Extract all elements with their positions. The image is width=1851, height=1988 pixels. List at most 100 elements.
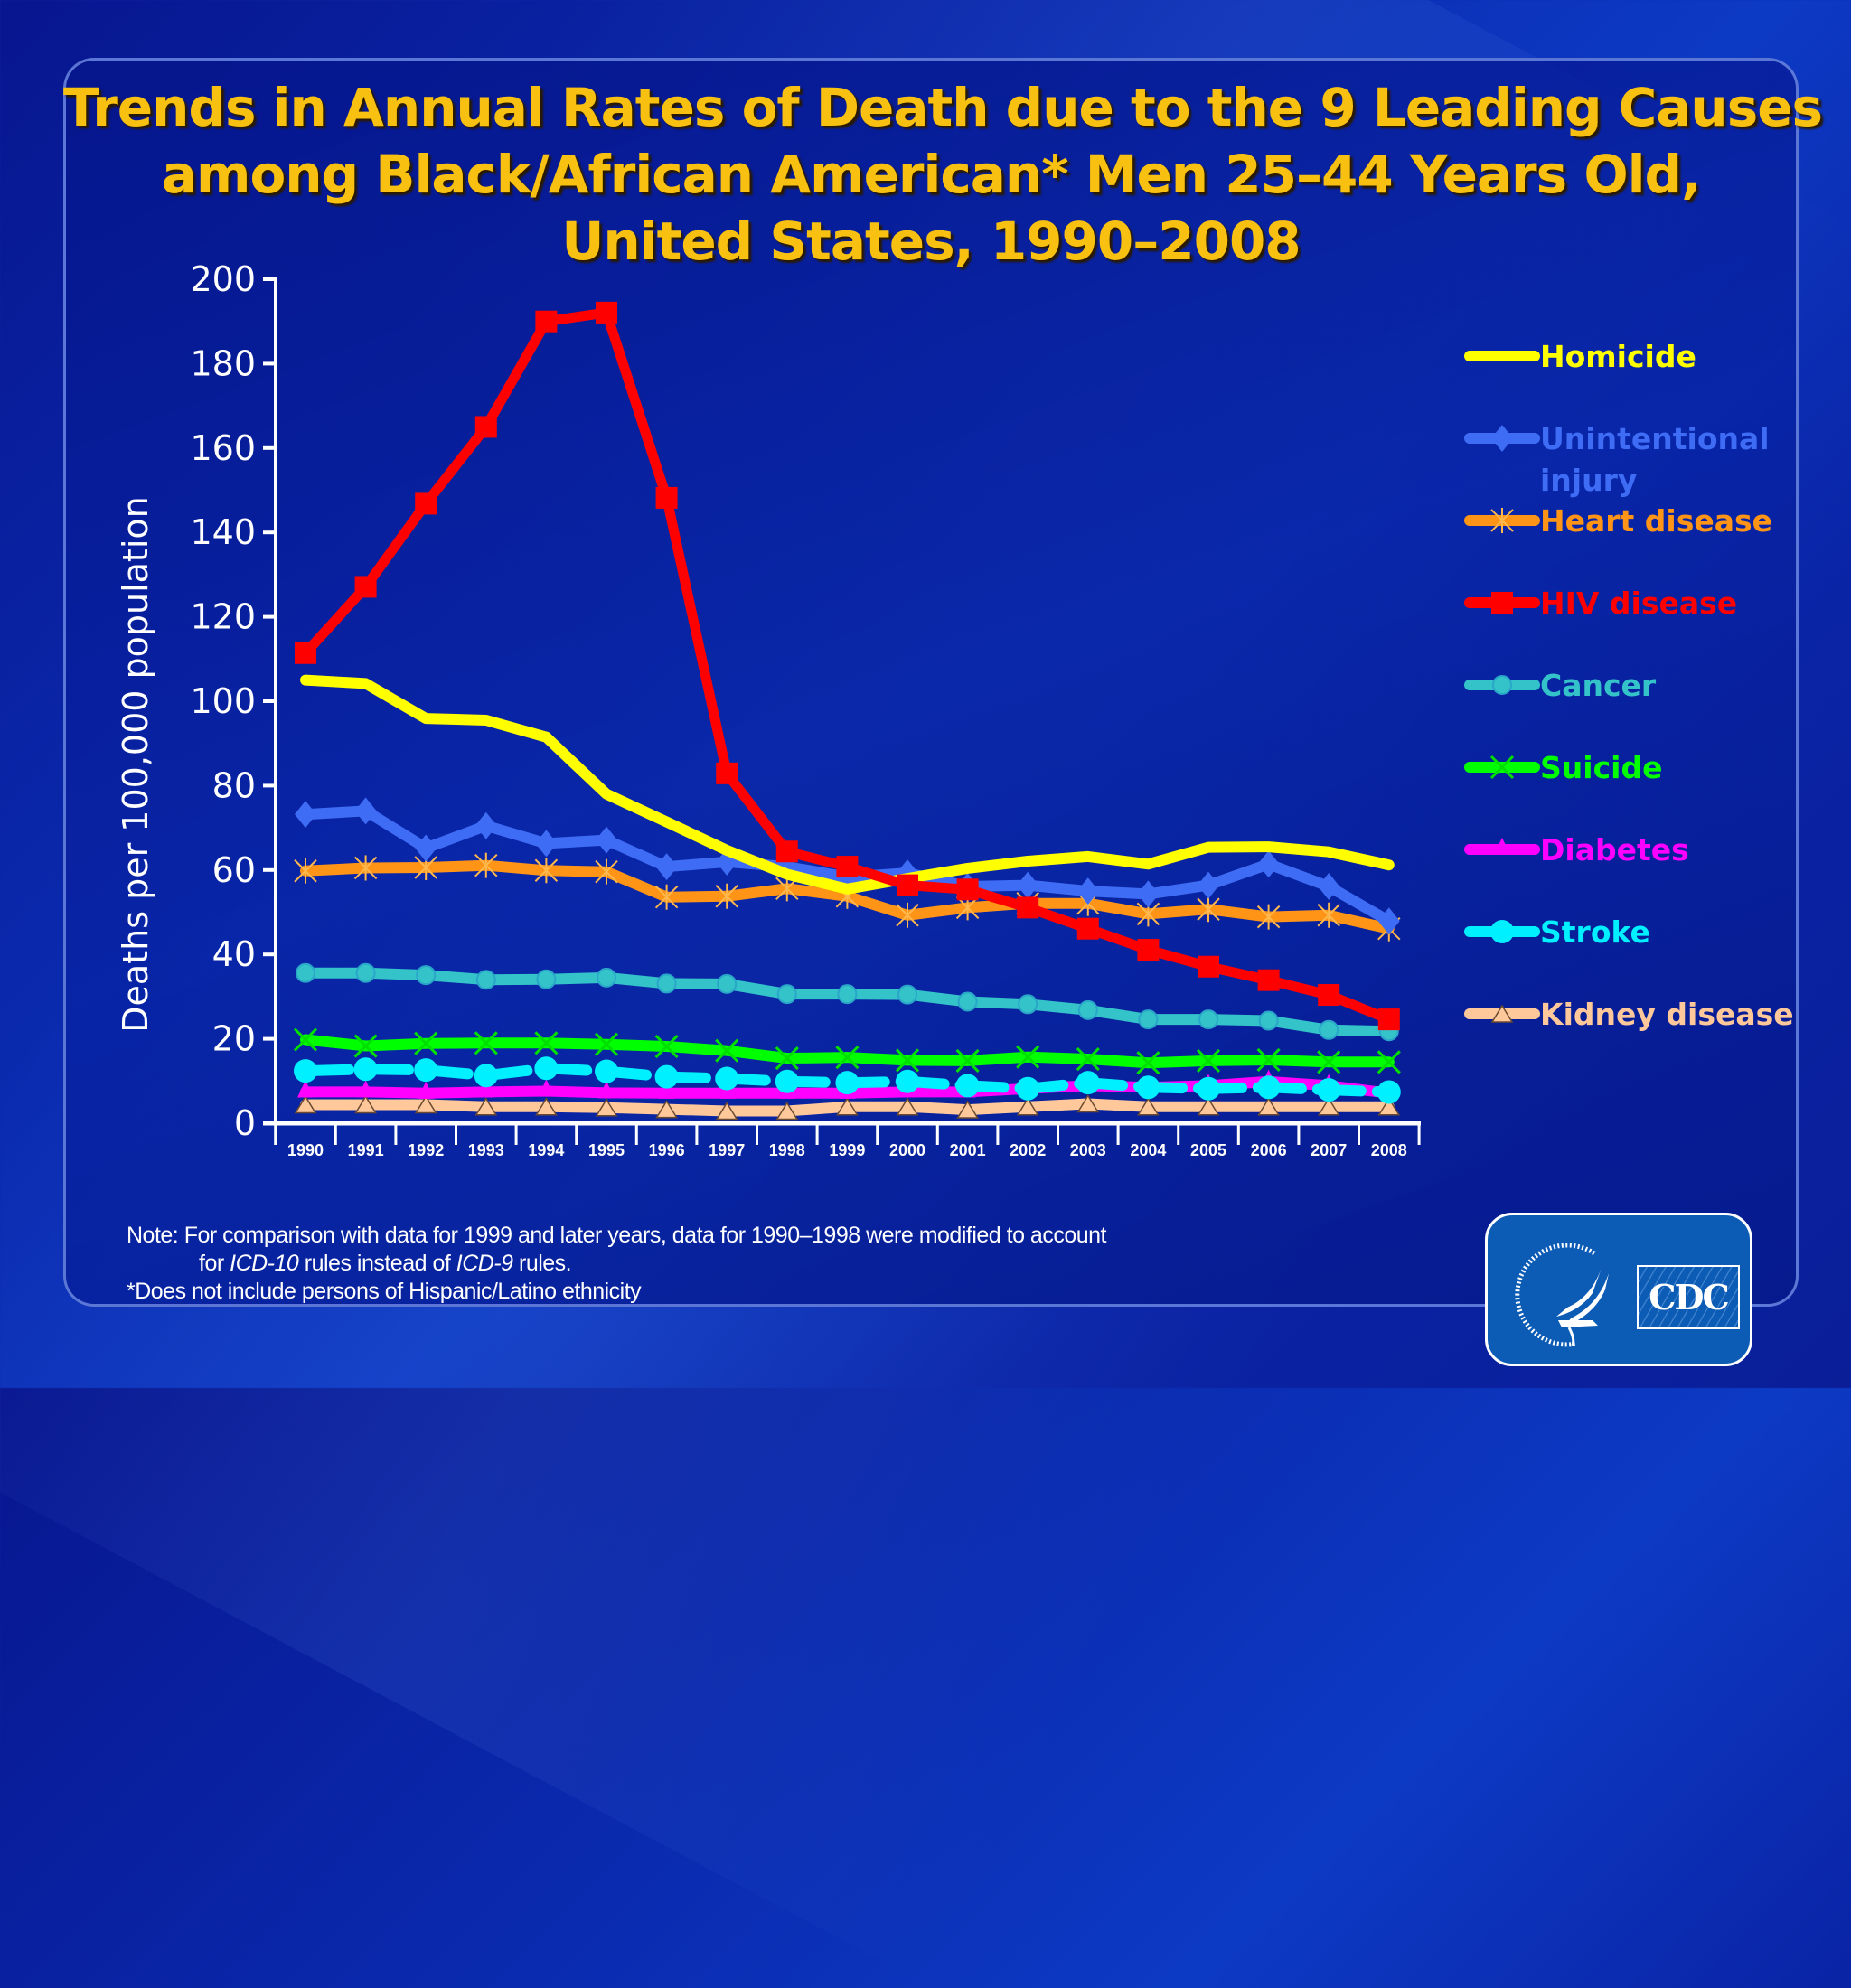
data-point	[1136, 1075, 1160, 1100]
data-point	[354, 1095, 377, 1114]
data-point	[595, 1098, 618, 1117]
footnote-line-3: *Does not include persons of Hispanic/La…	[127, 1279, 642, 1304]
data-point	[896, 902, 919, 928]
data-point	[354, 797, 377, 825]
y-tick-label: 140	[190, 512, 256, 552]
data-point	[1257, 1097, 1280, 1116]
x-tick-label: 1998	[769, 1141, 805, 1159]
chart-title: Trends in Annual Rates of Death due to t…	[63, 74, 1823, 275]
y-tick-label: 120	[190, 597, 256, 637]
data-point	[293, 1027, 318, 1052]
x-tick-label: 1997	[709, 1141, 745, 1159]
data-point	[715, 1066, 739, 1091]
data-point	[474, 811, 497, 839]
legend-item: Kidney disease	[1464, 997, 1794, 1032]
x-tick-label: 1994	[528, 1141, 564, 1159]
data-point	[956, 1100, 979, 1119]
series-hiv-disease	[295, 301, 1400, 1031]
data-point	[775, 840, 798, 863]
data-point	[655, 853, 678, 881]
data-point	[595, 858, 618, 885]
x-tick-label: 2000	[889, 1141, 926, 1159]
data-point-stroke	[534, 1031, 559, 1055]
data-point	[416, 965, 437, 986]
legend-item: Stroke	[1464, 914, 1650, 950]
data-point	[1197, 1076, 1220, 1101]
data-point	[1317, 902, 1340, 928]
footnote-line-1: Note: For comparison with data for 1999 …	[127, 1223, 1107, 1248]
x-tick-label: 2001	[950, 1141, 986, 1159]
chart-title-line-3: United States, 1990–2008	[561, 211, 1301, 272]
data-point	[294, 858, 317, 884]
data-point	[715, 1102, 738, 1121]
series-heart-disease	[294, 852, 1401, 942]
data-point	[776, 984, 797, 1005]
y-tick-label: 40	[212, 934, 256, 974]
legend-label: HIV disease	[1540, 586, 1737, 621]
data-point	[1077, 999, 1098, 1020]
data-point	[957, 991, 978, 1012]
data-point	[414, 1095, 437, 1114]
x-tick-label: 2004	[1130, 1141, 1166, 1159]
data-point	[474, 1064, 498, 1088]
data-point	[1257, 850, 1280, 878]
data-point-stroke	[895, 1048, 920, 1073]
data-point	[716, 762, 738, 784]
y-tick-label: 60	[212, 850, 256, 890]
data-point	[475, 970, 496, 990]
data-point-stroke	[594, 1032, 619, 1056]
cdc-wordmark: CDC	[1637, 1265, 1740, 1329]
footnote-text: rules instead of	[298, 1251, 456, 1276]
series-stroke	[294, 1056, 1401, 1104]
data-point	[595, 1059, 618, 1083]
data-point	[837, 984, 858, 1005]
data-point	[1256, 1047, 1281, 1073]
data-point	[1076, 1094, 1100, 1113]
data-point	[418, 1081, 435, 1099]
data-point	[1016, 1076, 1040, 1101]
legend-item: Cancer	[1464, 668, 1657, 703]
data-point	[297, 1080, 314, 1098]
data-point	[836, 856, 859, 878]
data-point	[296, 962, 315, 983]
legend-item: HIV disease	[1464, 586, 1737, 621]
data-point-stroke	[955, 1048, 980, 1073]
data-point	[1490, 920, 1514, 943]
legend-item: Diabetes	[1464, 832, 1689, 867]
data-point-stroke	[835, 1046, 860, 1070]
legend-label: Unintentional	[1540, 421, 1770, 456]
data-point	[1317, 1050, 1341, 1074]
x-tick-label: 2008	[1371, 1141, 1407, 1159]
data-point	[955, 1048, 980, 1073]
data-point	[1076, 917, 1099, 940]
x-tick-label: 2006	[1251, 1141, 1287, 1159]
data-point	[1492, 675, 1512, 695]
data-point	[835, 1046, 860, 1070]
data-point-stroke	[474, 1031, 498, 1055]
line-chart: 0 20 40 60 80 100 120 140 160 180 200 Deaths per 10…	[190, 301, 1794, 1159]
data-point	[1198, 871, 1219, 899]
data-point	[415, 492, 437, 515]
data-point	[354, 576, 377, 598]
data-point-stroke	[654, 1034, 679, 1059]
legend-item: Suicide	[1464, 750, 1662, 785]
x-tick-label: 1999	[829, 1141, 865, 1159]
x-tick-label: 2005	[1190, 1141, 1226, 1159]
data-point	[474, 1031, 498, 1055]
legend-label: Homicide	[1540, 339, 1696, 374]
data-point	[538, 1079, 555, 1097]
series-cancer	[296, 962, 1399, 1042]
data-point	[534, 1031, 559, 1055]
data-point	[895, 1048, 920, 1073]
data-point	[1137, 880, 1160, 908]
legend-item: Unintentional injury	[1464, 421, 1770, 498]
data-point	[715, 1038, 739, 1063]
data-point	[658, 1081, 675, 1099]
data-point	[474, 416, 497, 438]
data-point	[1076, 1046, 1100, 1072]
data-point	[477, 1080, 494, 1098]
y-tick-label: 20	[212, 1019, 256, 1059]
data-point	[596, 301, 617, 324]
data-point	[1494, 838, 1510, 855]
data-point	[1076, 1071, 1100, 1095]
